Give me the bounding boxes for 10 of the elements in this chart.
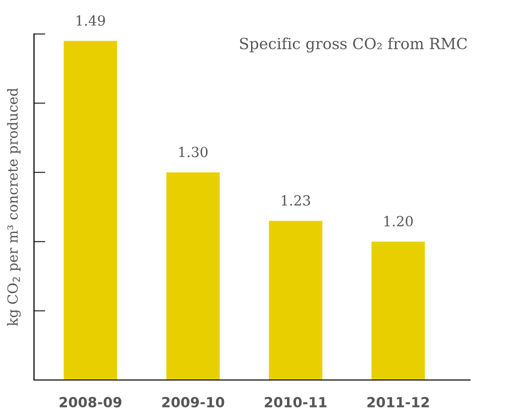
x-tick-label: 2011-12 <box>367 396 429 408</box>
x-tick-label: 2009-10 <box>162 396 224 408</box>
data-label: 1.49 <box>76 15 105 26</box>
data-label: 1.20 <box>384 216 413 226</box>
y-axis-title: kg CO$_{2}$ per m³ concrete produced <box>7 88 21 326</box>
chart-title: Specific gross CO₂ from RMC <box>240 37 467 52</box>
x-tick-label: 2008-09 <box>60 396 122 408</box>
x-tick-label: 2010-11 <box>264 396 327 408</box>
data-label: 1.23 <box>282 195 310 206</box>
data-label: 1.30 <box>179 146 208 158</box>
